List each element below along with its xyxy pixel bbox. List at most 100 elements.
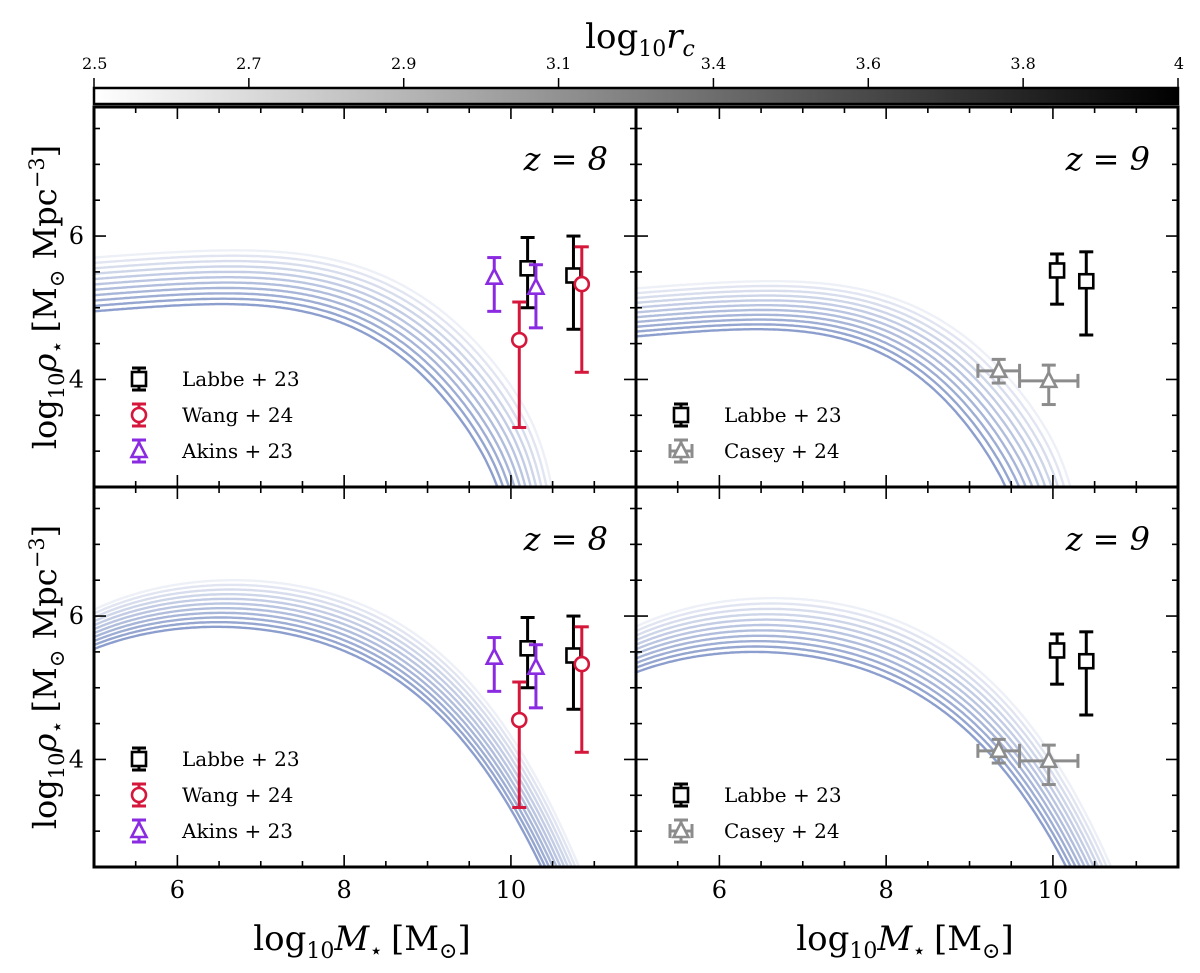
model-curve: [94, 588, 574, 867]
data-point: [989, 359, 1009, 379]
data-point: [526, 656, 546, 675]
colorbar-tick-label: 4: [1174, 54, 1184, 73]
model-curve: [636, 618, 1096, 867]
model-curves: [94, 249, 554, 487]
legend-label: Akins + 23: [181, 819, 293, 843]
legend: Labbe + 23 Casey + 24: [668, 782, 842, 844]
model-curve: [636, 284, 1066, 487]
panel-top-left: 4 6 z = 8 Labbe + 23 Wang + 24 Akins + 23: [69, 105, 638, 489]
legend-marker: [672, 786, 690, 804]
model-curve: [94, 281, 522, 487]
model-curve: [94, 292, 511, 487]
panel-frame: [634, 485, 1180, 869]
legend-marker: [129, 439, 149, 459]
data-point: [573, 655, 591, 673]
colorbar-tick-label: 3.4: [701, 54, 726, 73]
legend-label: Casey + 24: [724, 439, 840, 463]
legend-marker: [129, 819, 149, 839]
model-curve: [94, 616, 551, 867]
legend-marker: [672, 406, 690, 424]
x-tick-label: 10: [1038, 876, 1069, 904]
panel-title: z = 8: [523, 140, 608, 178]
model-curve: [94, 286, 516, 487]
x-tick-label: 8: [879, 876, 894, 904]
model-curve: [94, 611, 555, 867]
model-curve: [636, 623, 1091, 867]
data-point: [989, 739, 1009, 759]
data-point: [510, 331, 528, 349]
legend-label: Labbe + 23: [182, 367, 300, 391]
panel-title: z = 9: [1065, 520, 1150, 558]
colorbar-tick-label: 2.7: [236, 54, 261, 73]
model-curve: [94, 265, 538, 487]
panel-bottom-right: 6 8 10 z = 9 Labbe + 23 Casey + 24: [634, 485, 1180, 904]
model-curve: [94, 607, 559, 867]
legend-marker: [130, 406, 148, 424]
legend-marker: [130, 370, 148, 388]
model-curve: [636, 323, 1014, 487]
model-curve: [94, 276, 527, 487]
model-curve: [636, 294, 1053, 487]
colorbar-tick-label: 2.5: [82, 54, 107, 73]
data-point: [1039, 369, 1059, 389]
legend: Labbe + 23 Wang + 24 Akins + 23: [129, 366, 300, 464]
model-curve: [94, 254, 548, 487]
model-curve: [636, 299, 1047, 487]
legend-marker: [130, 786, 148, 804]
legend-label: Labbe + 23: [724, 403, 842, 427]
colorbar: log10rc 2.5 2.7 2.9 3.1 3.4 3.6 3.8 4: [82, 17, 1184, 106]
legend-label: Casey + 24: [724, 819, 840, 843]
legend-label: Wang + 24: [182, 403, 293, 427]
x-tick-label: 8: [337, 876, 352, 904]
model-curve: [94, 249, 554, 487]
model-curve: [636, 640, 1077, 867]
model-curve: [94, 297, 505, 487]
x-axis-label-right: log10M⋆ [M⊙]: [796, 919, 1014, 964]
data-point: [484, 646, 504, 665]
model-curve: [94, 270, 533, 487]
series-akins: [484, 256, 546, 330]
ticks: [635, 487, 1179, 868]
model-curve: [94, 621, 547, 867]
series-labbe: [1048, 250, 1095, 337]
model-curves: [94, 579, 581, 867]
colorbar-tick-label: 3.8: [1010, 54, 1035, 73]
x-axis-label-left: log10M⋆ [M⊙]: [253, 919, 471, 964]
series-wang: [510, 625, 591, 809]
x-tick-label: 6: [170, 876, 185, 904]
model-curve: [94, 593, 570, 867]
model-curve: [636, 318, 1021, 487]
data-point: [526, 276, 546, 295]
colorbar-ticks: 2.5 2.7 2.9 3.1 3.4 3.6 3.8 4: [82, 54, 1184, 88]
colorbar-tick-label: 2.9: [391, 54, 416, 73]
series-casey: [976, 357, 1080, 407]
data-point: [1077, 652, 1095, 670]
model-curve: [636, 304, 1041, 487]
data-point: [484, 266, 504, 285]
model-curve: [94, 302, 499, 487]
panel-bottom-left: 6 8 10 4 6 z = 8 Labbe + 23 Wang + 24 Akins + 23: [69, 485, 638, 904]
model-curve: [94, 597, 566, 867]
y-tick-label: 4: [69, 745, 84, 773]
series-labbe: [519, 234, 582, 331]
series-labbe: [1048, 630, 1095, 717]
model-curve: [94, 625, 543, 867]
y-axis-label-top: log10ρ⋆[M⊙ Mpc−3]: [25, 145, 69, 449]
legend: Labbe + 23 Casey + 24: [668, 402, 842, 464]
data-point: [1077, 272, 1095, 290]
model-curve: [636, 596, 1113, 867]
model-curve: [636, 629, 1087, 867]
model-curve: [636, 289, 1060, 487]
y-tick-label: 6: [69, 222, 84, 250]
model-curve: [94, 259, 543, 487]
legend-label: Wang + 24: [182, 783, 293, 807]
model-curve: [636, 328, 1007, 487]
legend-marker: [671, 439, 691, 459]
panel-title: z = 9: [1065, 140, 1150, 178]
data-point: [1048, 642, 1066, 659]
series-akins: [484, 636, 546, 710]
data-point: [510, 711, 528, 729]
legend-label: Akins + 23: [181, 439, 293, 463]
y-tick-label: 4: [69, 365, 84, 393]
